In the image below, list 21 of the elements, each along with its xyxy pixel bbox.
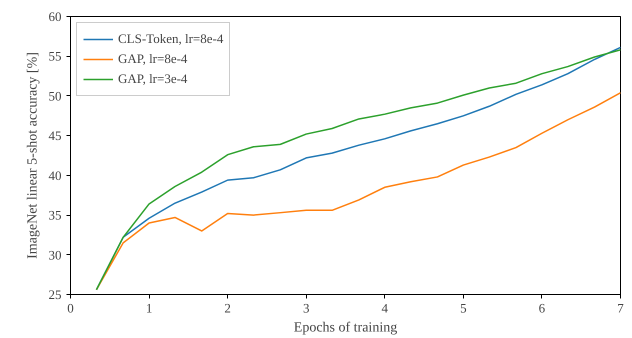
x-tick-label: 7 (617, 300, 624, 316)
x-axis-title: Epochs of training (294, 320, 398, 336)
x-tick-label: 2 (224, 300, 231, 316)
x-tick-label: 0 (67, 300, 74, 316)
y-tick-label: 55 (48, 48, 62, 64)
x-tick-label: 4 (382, 300, 389, 316)
y-tick-label: 50 (48, 88, 62, 104)
legend-label: CLS-Token, lr=8e-4 (118, 31, 224, 47)
y-tick-label: 60 (48, 9, 62, 24)
x-tick-label: 6 (538, 300, 546, 316)
y-tick-label: 30 (48, 247, 62, 262)
x-tick-label: 1 (146, 300, 152, 316)
x-tick-label: 5 (460, 300, 467, 316)
y-axis-title: ImageNet linear 5-shot accuracy [%] (26, 52, 40, 259)
x-tick-label: 3 (302, 300, 310, 316)
y-tick-label: 35 (48, 208, 62, 223)
legend-label: GAP, lr=3e-4 (118, 71, 188, 87)
legend-label: GAP, lr=8e-4 (118, 51, 188, 67)
y-tick-label: 25 (48, 287, 62, 302)
y-tick-label: 45 (48, 128, 62, 144)
y-tick-label: 40 (48, 168, 62, 183)
